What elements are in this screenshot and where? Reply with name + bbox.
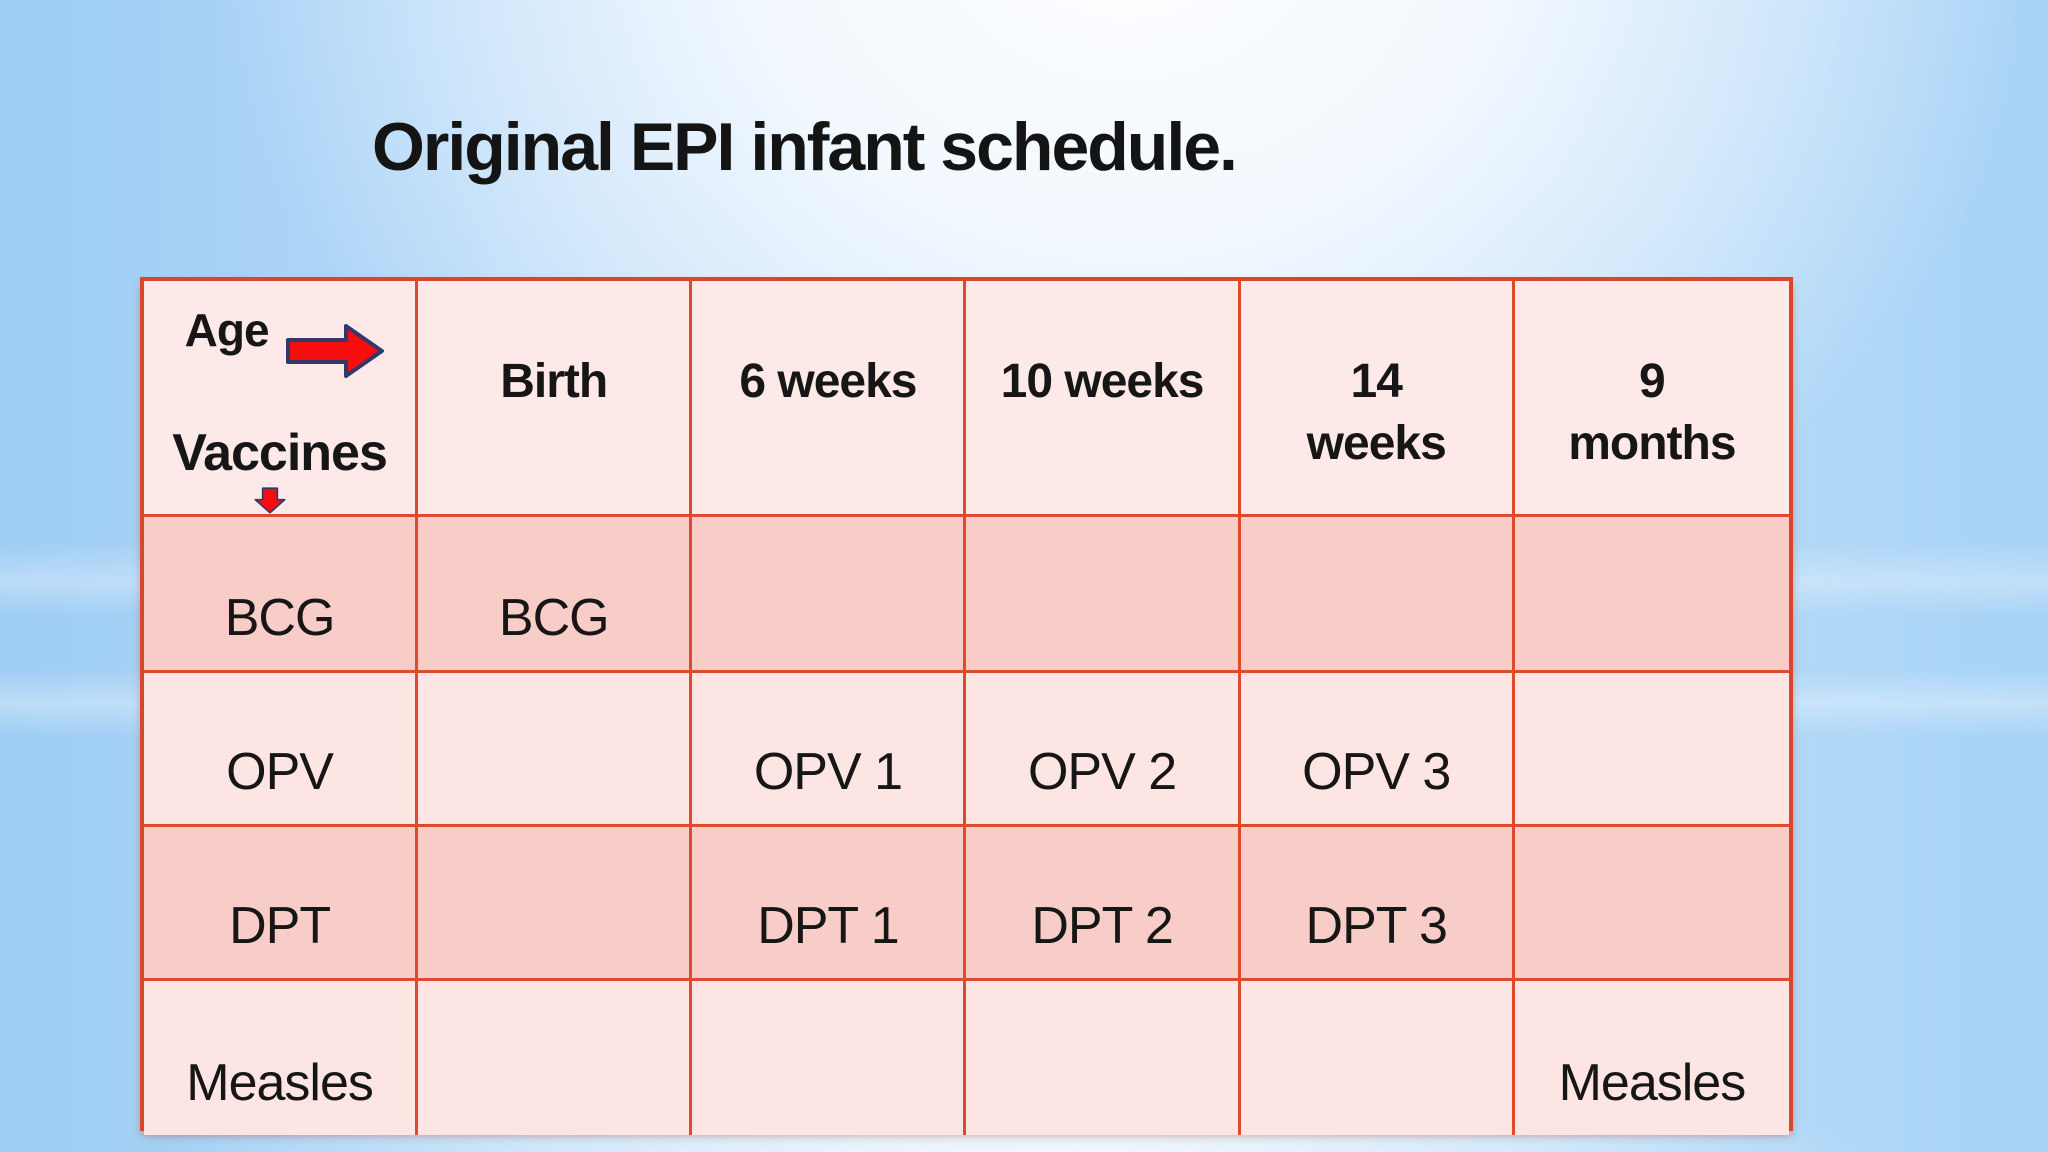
col-header-label: 9 months bbox=[1568, 355, 1736, 471]
col-header-6-weeks: 6 weeks bbox=[692, 281, 967, 517]
table-cell: DPT 2 bbox=[966, 827, 1241, 981]
col-header-10-weeks: 10 weeks bbox=[966, 281, 1241, 517]
age-right-arrow-icon bbox=[285, 324, 384, 378]
table-cell: OPV 3 bbox=[1240, 673, 1515, 827]
table-cell bbox=[1240, 981, 1515, 1135]
col-header-birth: Birth bbox=[418, 281, 693, 517]
table-cell bbox=[1514, 827, 1789, 981]
age-header-line: Age bbox=[185, 291, 385, 379]
age-label: Age bbox=[184, 304, 270, 356]
table-cell bbox=[966, 981, 1241, 1135]
table-cell bbox=[692, 517, 967, 673]
col-header-label: Birth bbox=[500, 355, 608, 408]
table-cell: Measles bbox=[1514, 981, 1789, 1135]
table-cell bbox=[1514, 673, 1789, 827]
table-cell bbox=[418, 981, 693, 1135]
table-cell bbox=[1514, 517, 1789, 673]
table-cell bbox=[418, 827, 693, 981]
table-cell: BCG bbox=[418, 517, 693, 673]
col-header-label: 10 weeks bbox=[1000, 355, 1205, 408]
table-cell bbox=[692, 981, 967, 1135]
vaccines-down-arrow-icon bbox=[254, 487, 286, 514]
col-header-14-weeks: 14 weeks bbox=[1240, 281, 1515, 517]
row-label-opv: OPV bbox=[144, 673, 419, 827]
row-label-bcg: BCG bbox=[144, 517, 419, 673]
vaccine-schedule-table: Age Vaccines Birth 6 weeks 10 weeks 14 w… bbox=[140, 277, 1793, 1135]
col-header-9-months: 9 months bbox=[1514, 281, 1789, 517]
col-header-label: 6 weeks bbox=[739, 355, 917, 408]
table-cell bbox=[966, 517, 1241, 673]
table-cell bbox=[1240, 517, 1515, 673]
slide-title: Original EPI infant schedule. bbox=[372, 109, 1238, 185]
row-label-dpt: DPT bbox=[144, 827, 419, 981]
table-cell: DPT 1 bbox=[692, 827, 967, 981]
table-cell: OPV 2 bbox=[966, 673, 1241, 827]
row-label-measles: Measles bbox=[144, 981, 419, 1135]
corner-header-cell: Age Vaccines bbox=[144, 281, 419, 517]
vaccines-label: Vaccines bbox=[172, 424, 388, 482]
col-header-label: 14 weeks bbox=[1306, 355, 1447, 471]
table-cell: OPV 1 bbox=[692, 673, 967, 827]
table-cell: DPT 3 bbox=[1240, 827, 1515, 981]
table-cell bbox=[418, 673, 693, 827]
